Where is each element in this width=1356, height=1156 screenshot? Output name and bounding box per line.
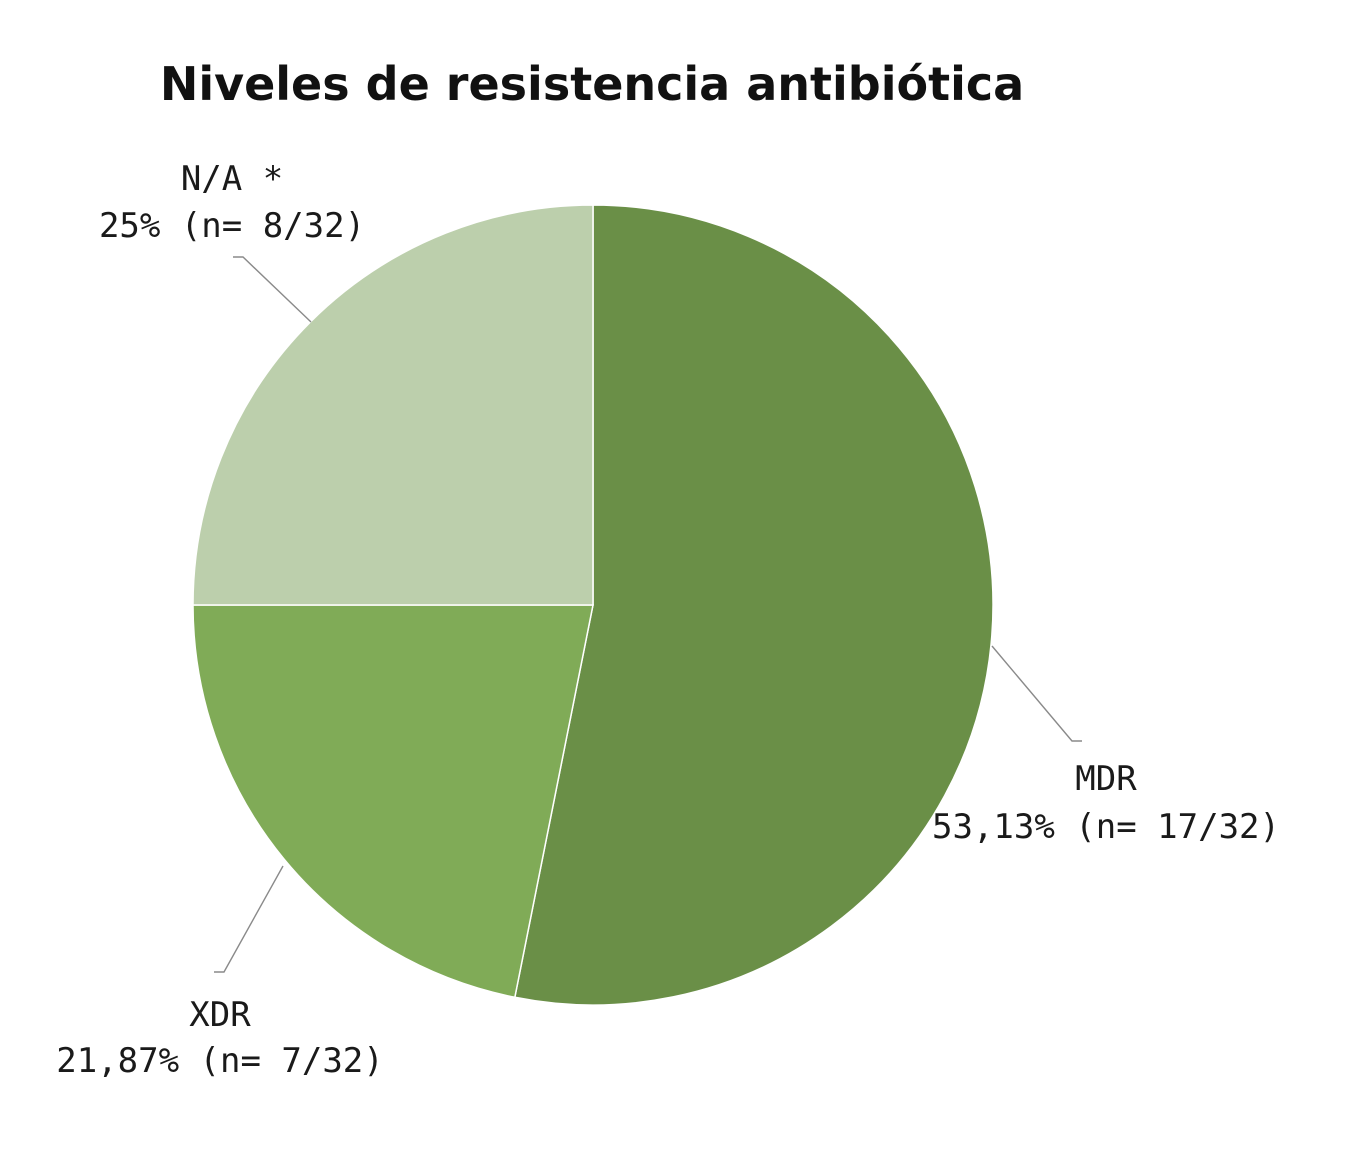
leader-line-na	[233, 256, 312, 323]
pie-slice-xdr	[192, 604, 594, 999]
slice-label-mdr-value: 53,13% (n= 17/32)	[932, 807, 1280, 847]
leader-line-mdr	[991, 645, 1082, 742]
pie-slice-mdr	[513, 204, 994, 1006]
slice-label-na-value: 25% (n= 8/32)	[99, 206, 365, 246]
leader-line-xdr	[214, 865, 284, 973]
slice-label-mdr-name: MDR	[1075, 759, 1137, 799]
slice-label-na-name: N/A *	[181, 159, 283, 199]
chart-title: Niveles de resistencia antibiótica	[160, 57, 1024, 111]
pie-slice-n-a	[192, 204, 594, 606]
slice-label-xdr-value: 21,87% (n= 7/32)	[56, 1041, 384, 1081]
pie-slices	[192, 204, 994, 1006]
slice-label-xdr-name: XDR	[189, 995, 251, 1035]
